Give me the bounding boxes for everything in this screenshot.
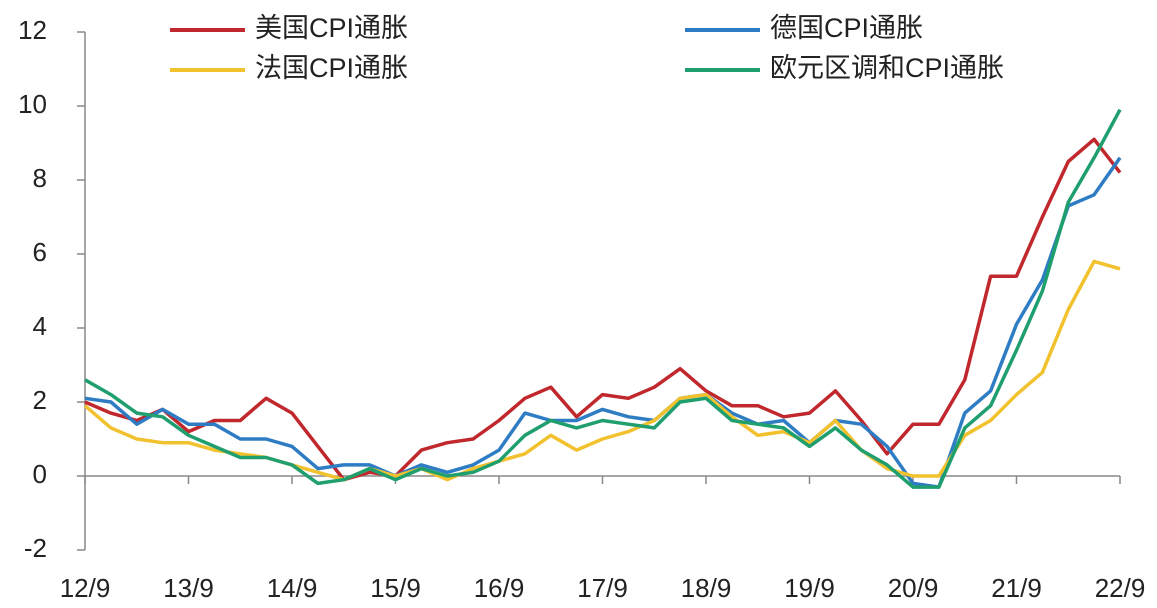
y-tick-label: 12 — [18, 15, 47, 45]
x-tick-label: 19/9 — [784, 573, 835, 603]
legend-label: 欧元区调和CPI通胀 — [770, 53, 1004, 83]
y-tick-label: -2 — [24, 533, 47, 563]
x-tick-label: 13/9 — [163, 573, 214, 603]
x-tick-label: 21/9 — [991, 573, 1042, 603]
y-tick-label: 2 — [33, 385, 47, 415]
series-line — [83, 259, 1121, 482]
x-tick-label: 20/9 — [888, 573, 939, 603]
x-tick-label: 15/9 — [370, 573, 421, 603]
x-tick-label: 16/9 — [474, 573, 525, 603]
y-tick-label: 4 — [33, 311, 47, 341]
series-line — [84, 137, 1122, 482]
legend-label: 法国CPI通胀 — [255, 53, 408, 83]
legend-label: 德国CPI通胀 — [770, 13, 923, 43]
x-tick-label: 12/9 — [60, 573, 111, 603]
x-tick-label: 17/9 — [577, 573, 628, 603]
y-tick-label: 0 — [33, 459, 47, 489]
x-tick-label: 14/9 — [267, 573, 318, 603]
series-line — [84, 108, 1122, 489]
x-tick-label: 22/9 — [1095, 573, 1146, 603]
y-tick-label: 8 — [33, 163, 47, 193]
legend-label: 美国CPI通胀 — [255, 13, 408, 43]
y-tick-label: 6 — [33, 237, 47, 267]
y-tick-label: 10 — [18, 89, 47, 119]
x-tick-label: 18/9 — [681, 573, 732, 603]
